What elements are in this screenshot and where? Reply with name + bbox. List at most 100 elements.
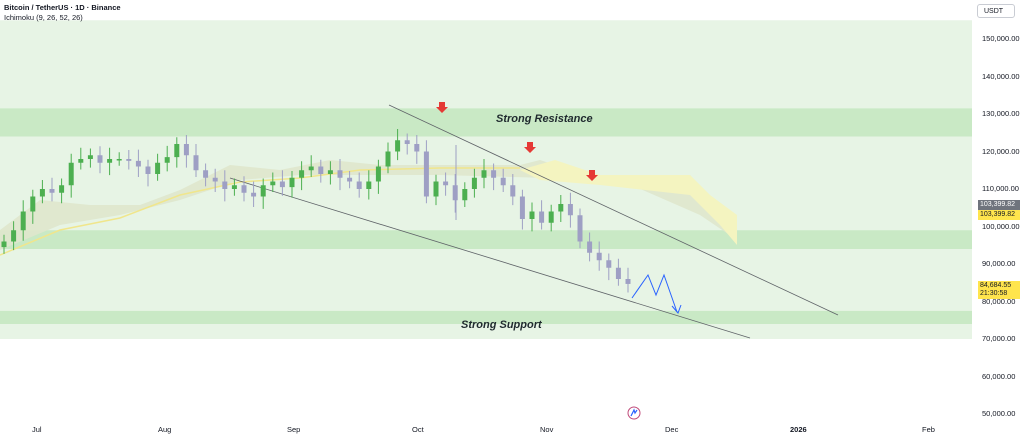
cloud-future — [520, 160, 737, 245]
candle — [462, 182, 468, 207]
candle-body — [49, 189, 55, 193]
candle-body — [510, 185, 516, 197]
candle — [39, 180, 45, 204]
price-axis-label: 110,000.00 — [982, 184, 1019, 193]
candle-body — [548, 211, 554, 223]
zone-band-1 — [0, 310, 972, 324]
candle — [260, 178, 266, 209]
candle-body — [462, 189, 468, 201]
markers — [436, 102, 682, 314]
candle — [443, 172, 449, 196]
candle-body — [414, 144, 420, 152]
candle — [452, 174, 458, 213]
candle-body — [97, 155, 103, 163]
candle — [289, 171, 295, 198]
candle-body — [11, 230, 17, 242]
candle-body — [500, 177, 506, 186]
candle-body — [231, 185, 237, 189]
candle — [308, 155, 314, 177]
time-axis-label: Aug — [158, 425, 172, 434]
candle-body — [116, 159, 122, 161]
projection-arrowhead-icon — [671, 304, 682, 314]
candle-body — [241, 185, 247, 193]
candle-body — [481, 170, 487, 178]
candle — [97, 146, 103, 174]
candle-body — [174, 144, 180, 158]
candle-body — [212, 177, 218, 182]
zones-layer — [0, 20, 972, 339]
candle — [404, 133, 410, 155]
candle-body — [404, 140, 410, 144]
candle — [231, 178, 237, 196]
candle-body — [183, 144, 189, 156]
candle — [1, 234, 7, 254]
candle — [279, 170, 285, 196]
currency-button[interactable]: USDT — [977, 4, 1015, 18]
candle-body — [59, 185, 65, 193]
candle-body — [1, 241, 7, 248]
support-label: Strong Support — [461, 319, 542, 331]
projection-path — [631, 273, 678, 313]
resistance-label: Strong Resistance — [496, 113, 593, 125]
candle-body — [452, 185, 458, 201]
ichimoku-cloud — [0, 160, 737, 256]
chart-bg-tint — [0, 20, 972, 339]
cloud-top-price-tag: 103,399.82 — [978, 200, 1020, 210]
candle-body — [529, 211, 535, 219]
candle-body — [164, 157, 170, 163]
candle-body — [308, 166, 314, 171]
candle — [164, 145, 170, 172]
tradingview-logo-icon[interactable] — [627, 406, 641, 420]
price-axis-label: 70,000.00 — [982, 334, 1016, 343]
candle-body — [443, 181, 449, 186]
candle-body — [471, 177, 477, 189]
time-axis-label: Sep — [287, 425, 301, 434]
trend-lines — [229, 104, 839, 339]
candle — [615, 258, 621, 286]
candle — [577, 208, 583, 249]
candle — [11, 221, 17, 251]
candle — [318, 159, 324, 183]
candle — [49, 177, 55, 202]
candle-body — [145, 166, 151, 174]
candle — [481, 159, 487, 189]
candle-body — [270, 181, 276, 186]
candle — [107, 147, 113, 176]
candle — [212, 168, 218, 192]
candle — [414, 135, 420, 164]
candle — [567, 192, 573, 228]
candle-body — [385, 151, 391, 167]
candle — [385, 142, 391, 174]
candle — [375, 159, 381, 194]
candle — [126, 150, 132, 170]
candle-body — [356, 181, 362, 189]
candle — [395, 129, 401, 161]
candle-body — [126, 159, 132, 161]
candle — [183, 135, 189, 168]
candle — [366, 170, 372, 200]
candle-body — [433, 181, 439, 197]
candle-body — [299, 170, 305, 178]
candle-body — [366, 181, 372, 189]
candle — [145, 159, 151, 187]
candle — [251, 181, 257, 207]
price-axis-label: 140,000.00 — [982, 71, 1020, 81]
zone-band-0 — [0, 108, 972, 137]
candle — [135, 149, 141, 177]
candle-body — [347, 177, 353, 182]
indicator-legend[interactable]: Ichimoku (9, 26, 52, 26) — [4, 13, 83, 22]
candle — [510, 174, 516, 206]
candle — [433, 174, 439, 206]
candle — [539, 200, 545, 230]
candle — [596, 241, 602, 271]
candle-body — [596, 252, 602, 261]
candle — [87, 148, 93, 168]
down-arrow-icon — [586, 170, 598, 181]
candle — [203, 163, 209, 187]
candle-body — [539, 211, 545, 223]
resistance-trendline — [388, 104, 839, 316]
price-axis-label: 90,000.00 — [982, 259, 1016, 268]
down-arrow-icon — [436, 102, 448, 113]
